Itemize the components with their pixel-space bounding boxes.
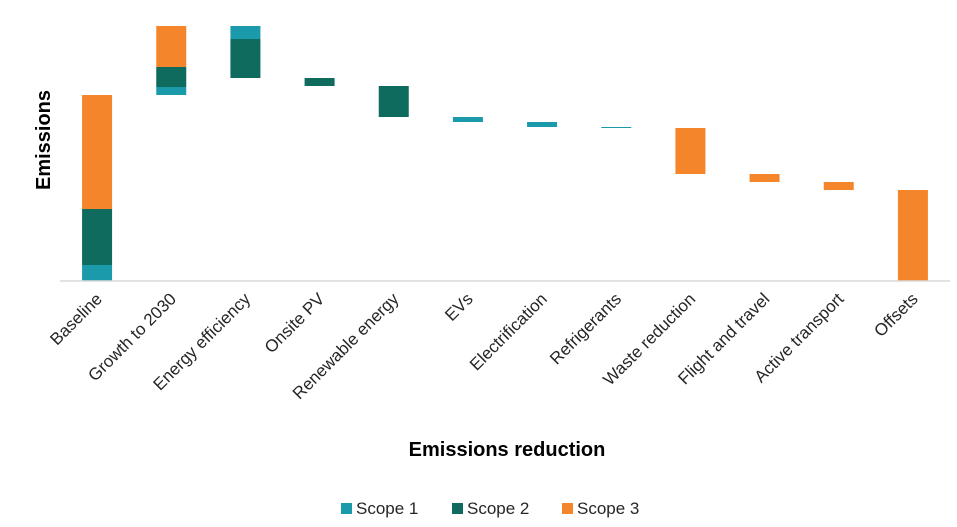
bar-baseline-scope-3: [82, 95, 113, 209]
bar-growth-to-2030-scope-2: [156, 67, 187, 87]
x-tick-label-offsets: Offsets: [870, 289, 921, 340]
x-tick-label-evs: EVs: [441, 289, 476, 324]
bar-baseline-scope-2: [82, 209, 113, 265]
bar-energy-efficiency-scope-1: [230, 26, 261, 39]
bar-offsets-scope-3: [897, 190, 928, 281]
bar-baseline-scope-1: [82, 265, 113, 281]
bar-waste-reduction-scope-3: [675, 128, 706, 174]
bar-active-transport-scope-3: [823, 182, 854, 190]
legend-swatch-scope-3: [562, 503, 573, 514]
bar-onsite-pv-scope-2: [304, 78, 335, 86]
legend-swatch-scope-2: [452, 503, 463, 514]
x-tick-label-onsite-pv: Onsite PV: [261, 289, 329, 357]
legend-item-scope-1: Scope 1: [341, 499, 418, 518]
chart-bars: [82, 26, 928, 281]
x-tick-label-baseline: Baseline: [46, 289, 106, 349]
y-axis-title: Emissions: [33, 90, 55, 190]
x-tick-label-refrigerants: Refrigerants: [546, 289, 625, 368]
x-tick-label-electrification: Electrification: [466, 289, 551, 374]
bar-electrification-scope-1: [527, 122, 558, 127]
x-axis-title: Emissions reduction: [409, 439, 606, 461]
legend-label-scope-2: Scope 2: [467, 499, 529, 518]
legend-item-scope-3: Scope 3: [562, 499, 639, 518]
bar-energy-efficiency-scope-2: [230, 39, 261, 78]
bar-growth-to-2030-scope-3: [156, 26, 187, 67]
bar-flight-and-travel-scope-3: [749, 174, 780, 182]
chart-legend: Scope 1 Scope 2 Scope 3: [341, 499, 639, 518]
bar-refrigerants-scope-1: [601, 127, 632, 128]
legend-swatch-scope-1: [341, 503, 352, 514]
bar-growth-to-2030-scope-1: [156, 87, 187, 95]
bar-renewable-energy-scope-2: [378, 86, 409, 117]
bar-evs-scope-1: [452, 117, 483, 122]
legend-item-scope-2: Scope 2: [452, 499, 529, 518]
legend-label-scope-3: Scope 3: [577, 499, 639, 518]
legend-label-scope-1: Scope 1: [356, 499, 418, 518]
